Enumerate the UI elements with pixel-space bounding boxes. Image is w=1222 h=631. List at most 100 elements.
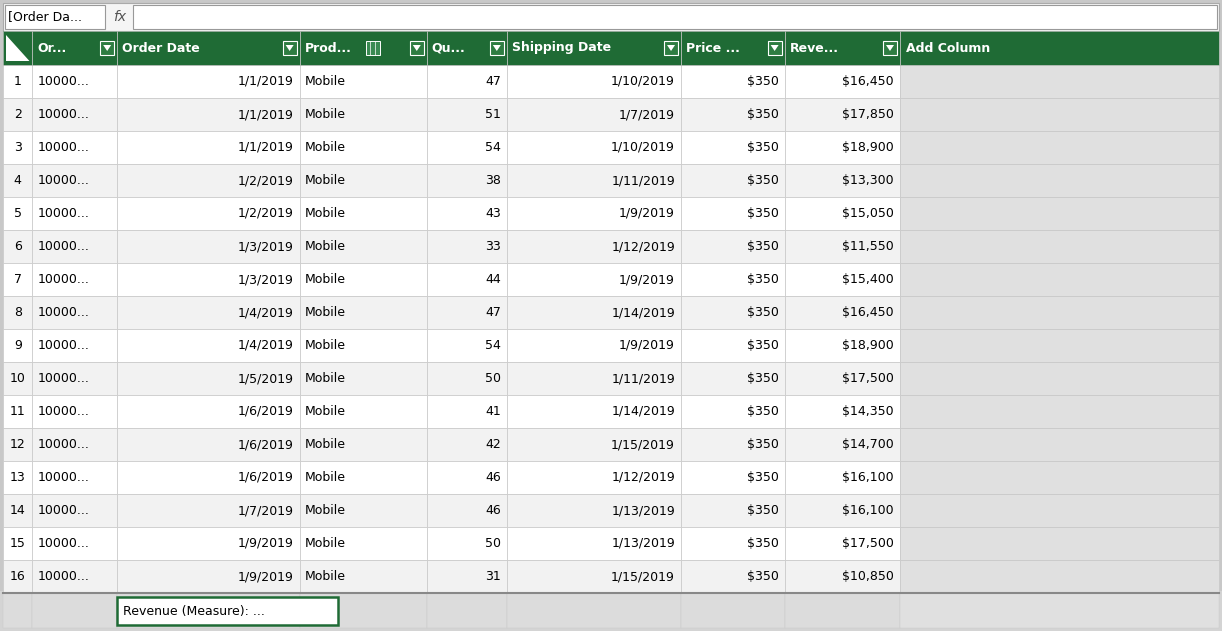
Text: Mobile: Mobile xyxy=(304,306,346,319)
Text: Price ...: Price ... xyxy=(686,42,739,54)
Text: Mobile: Mobile xyxy=(304,339,346,352)
Text: Mobile: Mobile xyxy=(304,537,346,550)
Text: $17,500: $17,500 xyxy=(842,537,895,550)
Text: $350: $350 xyxy=(747,75,778,88)
Text: 1/11/2019: 1/11/2019 xyxy=(611,372,675,385)
Text: $350: $350 xyxy=(747,108,778,121)
Text: $16,100: $16,100 xyxy=(842,504,895,517)
Text: 2: 2 xyxy=(13,108,22,121)
Text: $350: $350 xyxy=(747,339,778,352)
Text: Order Date: Order Date xyxy=(122,42,200,54)
Text: Revenue (Measure):=: Revenue (Measure):= xyxy=(137,11,281,23)
Text: Mobile: Mobile xyxy=(304,471,346,484)
Text: 1/13/2019: 1/13/2019 xyxy=(611,537,675,550)
Text: Prod...: Prod... xyxy=(304,42,352,54)
Text: Mobile: Mobile xyxy=(304,273,346,286)
Text: $14,350: $14,350 xyxy=(842,405,895,418)
Text: $350: $350 xyxy=(747,504,778,517)
Text: Mobile: Mobile xyxy=(304,570,346,583)
Text: 15: 15 xyxy=(10,537,26,550)
Text: 1/3/2019: 1/3/2019 xyxy=(238,273,293,286)
Text: 14: 14 xyxy=(10,504,26,517)
Text: $16,100: $16,100 xyxy=(842,471,895,484)
Text: 8: 8 xyxy=(13,306,22,319)
Text: $350: $350 xyxy=(747,273,778,286)
Text: $17,500: $17,500 xyxy=(842,372,895,385)
Text: Reve...: Reve... xyxy=(789,42,838,54)
Text: Shipping Date: Shipping Date xyxy=(512,42,611,54)
Text: 1/9/2019: 1/9/2019 xyxy=(238,537,293,550)
Text: $17,850: $17,850 xyxy=(842,108,895,121)
Text: 1/11/2019: 1/11/2019 xyxy=(611,174,675,187)
Text: 1/7/2019: 1/7/2019 xyxy=(237,504,293,517)
Text: Mobile: Mobile xyxy=(304,174,346,187)
Text: 10000...: 10000... xyxy=(38,141,89,154)
Text: $350: $350 xyxy=(747,207,778,220)
Text: 10000...: 10000... xyxy=(38,108,89,121)
Text: $350: $350 xyxy=(747,471,778,484)
Text: 1/2/2019: 1/2/2019 xyxy=(238,207,293,220)
Text: 10000...: 10000... xyxy=(38,471,89,484)
Text: 11: 11 xyxy=(10,405,26,418)
Text: $350: $350 xyxy=(747,570,778,583)
Text: Revenue (Measure): ...: Revenue (Measure): ... xyxy=(123,604,265,618)
Text: 3: 3 xyxy=(13,141,22,154)
Text: 10000...: 10000... xyxy=(38,339,89,352)
Text: 10000...: 10000... xyxy=(38,207,89,220)
Text: Mobile: Mobile xyxy=(304,405,346,418)
Text: (Orders,Orders[Quantity]*: (Orders,Orders[Quantity]* xyxy=(325,11,500,23)
Text: $14,700: $14,700 xyxy=(842,438,895,451)
Text: 1/4/2019: 1/4/2019 xyxy=(238,339,293,352)
Text: 10000...: 10000... xyxy=(38,273,89,286)
Text: Qu...: Qu... xyxy=(431,42,466,54)
Text: 50: 50 xyxy=(485,372,501,385)
Text: $350: $350 xyxy=(747,537,778,550)
Text: 1/6/2019: 1/6/2019 xyxy=(238,405,293,418)
Text: $15,400: $15,400 xyxy=(842,273,895,286)
Text: $350: $350 xyxy=(747,306,778,319)
Text: $13,300: $13,300 xyxy=(842,174,895,187)
Text: 1/12/2019: 1/12/2019 xyxy=(611,240,675,253)
Text: 10000...: 10000... xyxy=(38,438,89,451)
Text: 10000...: 10000... xyxy=(38,372,89,385)
Text: Mobile: Mobile xyxy=(304,141,346,154)
Text: 12: 12 xyxy=(10,438,26,451)
Text: 1: 1 xyxy=(13,75,22,88)
Text: 1/6/2019: 1/6/2019 xyxy=(238,471,293,484)
Text: 50: 50 xyxy=(485,537,501,550)
Text: 1/2/2019: 1/2/2019 xyxy=(238,174,293,187)
Text: 10000...: 10000... xyxy=(38,504,89,517)
Text: $18,900: $18,900 xyxy=(842,141,895,154)
Text: 1/1/2019: 1/1/2019 xyxy=(238,108,293,121)
Text: 13: 13 xyxy=(10,471,26,484)
Text: 1/4/2019: 1/4/2019 xyxy=(238,306,293,319)
Text: 1/14/2019: 1/14/2019 xyxy=(611,405,675,418)
Text: $15,050: $15,050 xyxy=(842,207,895,220)
Text: $350: $350 xyxy=(747,240,778,253)
Text: 1/15/2019: 1/15/2019 xyxy=(611,570,675,583)
Text: 42: 42 xyxy=(485,438,501,451)
Text: 10000...: 10000... xyxy=(38,240,89,253)
Text: 1/13/2019: 1/13/2019 xyxy=(611,504,675,517)
Text: Mobile: Mobile xyxy=(304,504,346,517)
Text: 43: 43 xyxy=(485,207,501,220)
Text: 5: 5 xyxy=(13,207,22,220)
Text: 41: 41 xyxy=(485,405,501,418)
Text: 1/6/2019: 1/6/2019 xyxy=(238,438,293,451)
Text: 54: 54 xyxy=(485,339,501,352)
Text: 33: 33 xyxy=(485,240,501,253)
Text: 10000...: 10000... xyxy=(38,570,89,583)
Text: 46: 46 xyxy=(485,504,501,517)
Text: 1/10/2019: 1/10/2019 xyxy=(611,75,675,88)
Text: 38: 38 xyxy=(485,174,501,187)
Text: 1/9/2019: 1/9/2019 xyxy=(620,207,675,220)
Text: Add Column: Add Column xyxy=(906,42,990,54)
Text: fx: fx xyxy=(112,10,126,24)
Text: ('Product Master'[Price per unit])): ('Product Master'[Price per unit])) xyxy=(566,11,789,23)
Text: 10000...: 10000... xyxy=(38,306,89,319)
Text: 10000...: 10000... xyxy=(38,174,89,187)
Text: $350: $350 xyxy=(747,372,778,385)
Text: RELATED: RELATED xyxy=(500,11,566,23)
Text: Or...: Or... xyxy=(38,42,67,54)
Text: Mobile: Mobile xyxy=(304,240,346,253)
